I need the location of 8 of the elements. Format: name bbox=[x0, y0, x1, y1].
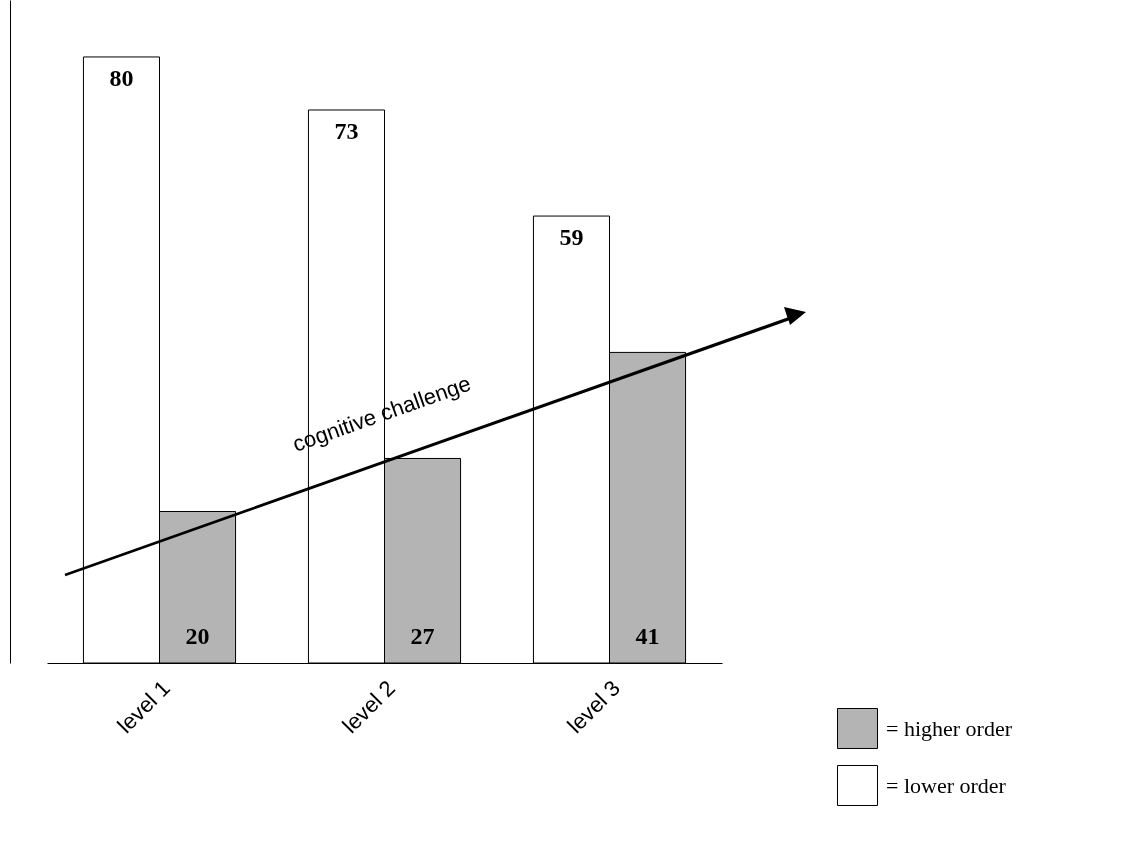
data-label: 59 bbox=[559, 224, 584, 251]
data-label: 41 bbox=[635, 623, 660, 649]
data-label: 73 bbox=[334, 117, 359, 144]
legend-label: = lower order bbox=[886, 772, 1007, 798]
legend-label: = higher order bbox=[886, 715, 1013, 741]
data-label: 27 bbox=[410, 623, 435, 649]
data-label: 20 bbox=[185, 623, 210, 649]
data-label: 80 bbox=[109, 64, 134, 91]
